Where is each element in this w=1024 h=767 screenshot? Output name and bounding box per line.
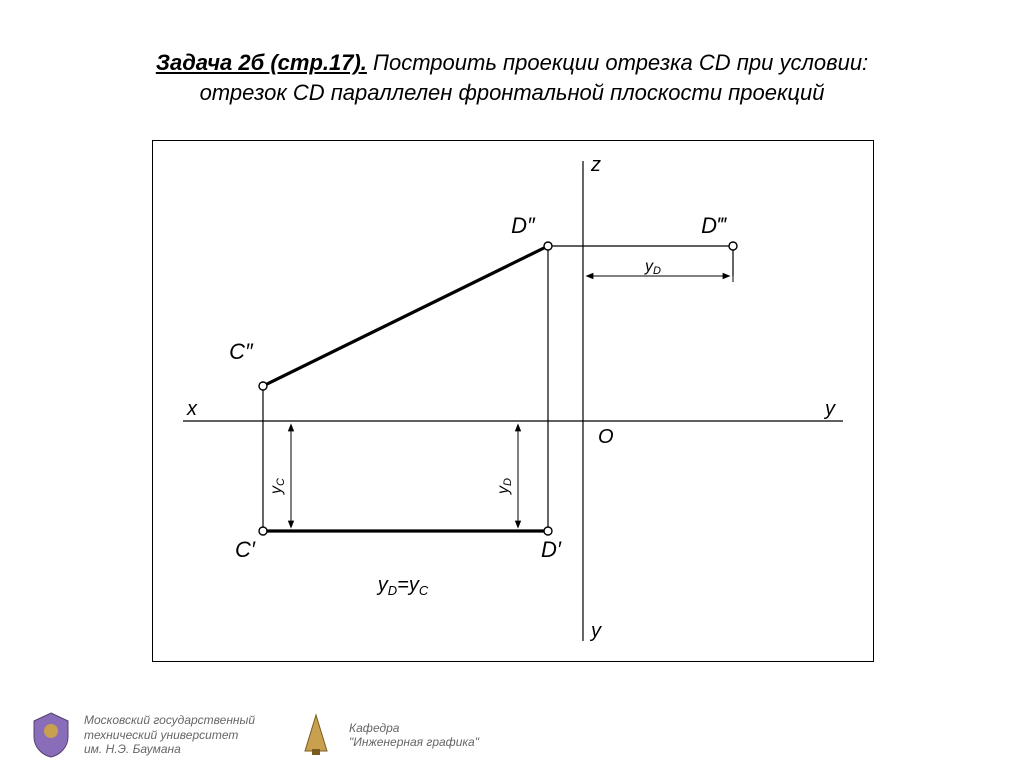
title-rest: Построить проекции отрезка CD при услови… [367,50,868,75]
svg-text:C′: C′ [235,537,256,562]
svg-text:D′: D′ [541,537,562,562]
projection-diagram: x y z y OyC yD yD C″ D″ D‴ C′ D′ yD=yC [153,141,873,661]
slide-title: Задача 2б (стр.17). Построить проекции о… [0,48,1024,107]
uni-line3: им. Н.Э. Баумана [84,742,255,756]
svg-text:D″: D″ [511,213,536,238]
svg-text:D‴: D‴ [701,213,727,238]
uni-line1: Московский государственный [84,713,255,727]
university-crest-icon [30,711,72,759]
diagram-frame: x y z y OyC yD yD C″ D″ D‴ C′ D′ yD=yC [152,140,874,662]
svg-text:yD: yD [495,478,514,495]
dept-line1: Кафедра [349,721,479,735]
university-text: Московский государственный технический у… [84,713,255,756]
svg-text:yD=yC: yD=yC [376,574,429,598]
svg-text:O: O [598,426,614,448]
svg-text:y: y [823,398,836,420]
svg-text:C″: C″ [229,339,254,364]
dept-line2: "Инженерная графика" [349,735,479,749]
department-text: Кафедра "Инженерная графика" [349,721,479,750]
svg-text:y: y [589,620,602,642]
footer-department: Кафедра "Инженерная графика" [295,711,479,759]
svg-text:yC: yC [268,478,287,495]
svg-text:yD: yD [644,258,661,277]
title-line2: отрезок CD параллелен фронтальной плоско… [200,80,825,105]
title-lead: Задача 2б (стр.17). [156,50,367,75]
slide-footer: Московский государственный технический у… [0,703,1024,767]
footer-university: Московский государственный технический у… [30,711,255,759]
department-crest-icon [295,711,337,759]
svg-text:z: z [590,154,601,176]
svg-text:x: x [186,398,198,420]
uni-line2: технический университет [84,728,255,742]
